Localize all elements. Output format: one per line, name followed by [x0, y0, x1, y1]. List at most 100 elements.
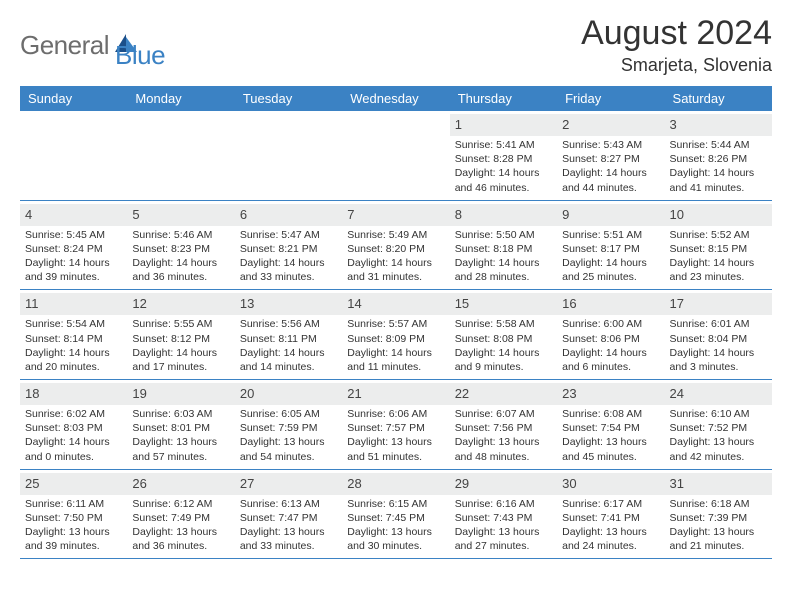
day-detail: Sunrise: 5:41 AMSunset: 8:28 PMDaylight:…	[455, 138, 552, 195]
calendar-day: 23Sunrise: 6:08 AMSunset: 7:54 PMDayligh…	[557, 380, 664, 469]
calendar-day: 19 Sunrise: 6:03 AMSunset: 8:01 PMDayligh…	[127, 380, 234, 469]
brand-text-blue: Blue	[115, 20, 165, 71]
day-detail: Sunrise: 5:44 AMSunset: 8:26 PMDaylight:…	[670, 138, 767, 195]
day-number: 28	[347, 476, 361, 491]
day-number: 27	[240, 476, 254, 491]
day-number-row: 10	[665, 204, 772, 226]
calendar-day: 18Sunrise: 6:02 AMSunset: 8:03 PMDayligh…	[20, 380, 127, 469]
day-number: 25	[25, 476, 39, 491]
day-detail: Sunrise: 6:17 AMSunset: 7:41 PMDaylight:…	[562, 497, 659, 554]
calendar-day: 8Sunrise: 5:50 AMSunset: 8:18 PMDaylight…	[450, 201, 557, 290]
calendar-week: 25 Sunrise: 6:11 AMSunset: 7:50 PMDayligh…	[20, 470, 772, 560]
weekday-header: Friday	[557, 86, 664, 111]
day-number: 17	[670, 296, 684, 311]
weekday-header: Tuesday	[235, 86, 342, 111]
day-number-row: 28	[342, 473, 449, 495]
calendar-day: 14 Sunrise: 5:57 AMSunset: 8:09 PMDayligh…	[342, 290, 449, 379]
day-number: 30	[562, 476, 576, 491]
day-number: 23	[562, 386, 576, 401]
day-number-row: 22	[450, 383, 557, 405]
calendar-day: 12Sunrise: 5:55 AMSunset: 8:12 PMDayligh…	[127, 290, 234, 379]
calendar-week: 1Sunrise: 5:41 AMSunset: 8:28 PMDaylight…	[20, 111, 772, 201]
day-number-row: 8	[450, 204, 557, 226]
day-detail: Sunrise: 6:05 AMSunset: 7:59 PMDaylight:…	[240, 407, 337, 464]
day-detail: Sunrise: 6:03 AMSunset: 8:01 PMDaylight:…	[132, 407, 229, 464]
calendar-day: 5Sunrise: 5:46 AMSunset: 8:23 PMDaylight…	[127, 201, 234, 290]
day-detail: Sunrise: 6:13 AMSunset: 7:47 PMDaylight:…	[240, 497, 337, 554]
day-number-row: 7	[342, 204, 449, 226]
day-detail: Sunrise: 6:16 AMSunset: 7:43 PMDaylight:…	[455, 497, 552, 554]
day-number: 14	[347, 296, 361, 311]
day-number-row: 11	[20, 293, 127, 315]
calendar-day: 31Sunrise: 6:18 AMSunset: 7:39 PMDayligh…	[665, 470, 772, 559]
day-number: 11	[25, 296, 39, 311]
day-number: 2	[562, 117, 569, 132]
brand-logo: General Blue	[20, 14, 165, 71]
day-number: 18	[25, 386, 39, 401]
calendar-body: 1Sunrise: 5:41 AMSunset: 8:28 PMDaylight…	[20, 111, 772, 559]
day-number: 15	[455, 296, 469, 311]
day-number: 3	[670, 117, 677, 132]
calendar-week: 18Sunrise: 6:02 AMSunset: 8:03 PMDayligh…	[20, 380, 772, 470]
calendar-day-empty	[127, 111, 234, 200]
day-number: 6	[240, 207, 247, 222]
day-number-row: 30	[557, 473, 664, 495]
day-number-row: 13	[235, 293, 342, 315]
day-detail: Sunrise: 5:56 AMSunset: 8:11 PMDaylight:…	[240, 317, 337, 374]
calendar-day: 17Sunrise: 6:01 AMSunset: 8:04 PMDayligh…	[665, 290, 772, 379]
day-number: 22	[455, 386, 469, 401]
day-detail: Sunrise: 5:57 AMSunset: 8:09 PMDaylight:…	[347, 317, 444, 374]
calendar-day-empty	[342, 111, 449, 200]
calendar-day: 2Sunrise: 5:43 AMSunset: 8:27 PMDaylight…	[557, 111, 664, 200]
day-number-row: 3	[665, 114, 772, 136]
calendar-day: 15Sunrise: 5:58 AMSunset: 8:08 PMDayligh…	[450, 290, 557, 379]
day-number: 24	[670, 386, 684, 401]
calendar-day: 22 Sunrise: 6:07 AMSunset: 7:56 PMDayligh…	[450, 380, 557, 469]
day-number: 16	[562, 296, 576, 311]
day-number-row: 4	[20, 204, 127, 226]
calendar-day-empty	[235, 111, 342, 200]
day-number-row: 21	[342, 383, 449, 405]
day-number: 19	[132, 386, 146, 401]
day-number-row: 23	[557, 383, 664, 405]
day-detail: Sunrise: 5:47 AMSunset: 8:21 PMDaylight:…	[240, 228, 337, 285]
day-detail: Sunrise: 6:10 AMSunset: 7:52 PMDaylight:…	[670, 407, 767, 464]
day-detail: Sunrise: 5:55 AMSunset: 8:12 PMDaylight:…	[132, 317, 229, 374]
weekday-header: Monday	[127, 86, 234, 111]
day-number-row: 2	[557, 114, 664, 136]
location-subtitle: Smarjeta, Slovenia	[581, 55, 772, 76]
day-detail: Sunrise: 5:45 AMSunset: 8:24 PMDaylight:…	[25, 228, 122, 285]
day-detail: Sunrise: 5:49 AMSunset: 8:20 PMDaylight:…	[347, 228, 444, 285]
day-number-row: 5	[127, 204, 234, 226]
day-number-row: 26	[127, 473, 234, 495]
calendar-day: 3 Sunrise: 5:44 AMSunset: 8:26 PMDaylight…	[665, 111, 772, 200]
calendar-day: 25 Sunrise: 6:11 AMSunset: 7:50 PMDayligh…	[20, 470, 127, 559]
day-detail: Sunrise: 5:46 AMSunset: 8:23 PMDaylight:…	[132, 228, 229, 285]
day-number-row: 15	[450, 293, 557, 315]
calendar: SundayMondayTuesdayWednesdayThursdayFrid…	[20, 86, 772, 559]
calendar-day: 1Sunrise: 5:41 AMSunset: 8:28 PMDaylight…	[450, 111, 557, 200]
brand-text-general: General	[20, 30, 109, 61]
calendar-day-empty	[20, 111, 127, 200]
calendar-day: 29Sunrise: 6:16 AMSunset: 7:43 PMDayligh…	[450, 470, 557, 559]
weekday-header: Sunday	[20, 86, 127, 111]
day-number: 9	[562, 207, 569, 222]
day-detail: Sunrise: 6:06 AMSunset: 7:57 PMDaylight:…	[347, 407, 444, 464]
calendar-day: 21Sunrise: 6:06 AMSunset: 7:57 PMDayligh…	[342, 380, 449, 469]
day-detail: Sunrise: 6:11 AMSunset: 7:50 PMDaylight:…	[25, 497, 122, 554]
day-number-row: 20	[235, 383, 342, 405]
day-number-row: 9	[557, 204, 664, 226]
weekday-header: Saturday	[665, 86, 772, 111]
day-number: 20	[240, 386, 254, 401]
day-number-row: 27	[235, 473, 342, 495]
day-number: 26	[132, 476, 146, 491]
calendar-day: 11Sunrise: 5:54 AMSunset: 8:14 PMDayligh…	[20, 290, 127, 379]
day-number: 8	[455, 207, 462, 222]
day-number: 31	[670, 476, 684, 491]
day-detail: Sunrise: 6:12 AMSunset: 7:49 PMDaylight:…	[132, 497, 229, 554]
day-number-row: 1	[450, 114, 557, 136]
day-number: 7	[347, 207, 354, 222]
calendar-day: 26 Sunrise: 6:12 AMSunset: 7:49 PMDayligh…	[127, 470, 234, 559]
calendar-week: 11Sunrise: 5:54 AMSunset: 8:14 PMDayligh…	[20, 290, 772, 380]
day-detail: Sunrise: 6:07 AMSunset: 7:56 PMDaylight:…	[455, 407, 552, 464]
